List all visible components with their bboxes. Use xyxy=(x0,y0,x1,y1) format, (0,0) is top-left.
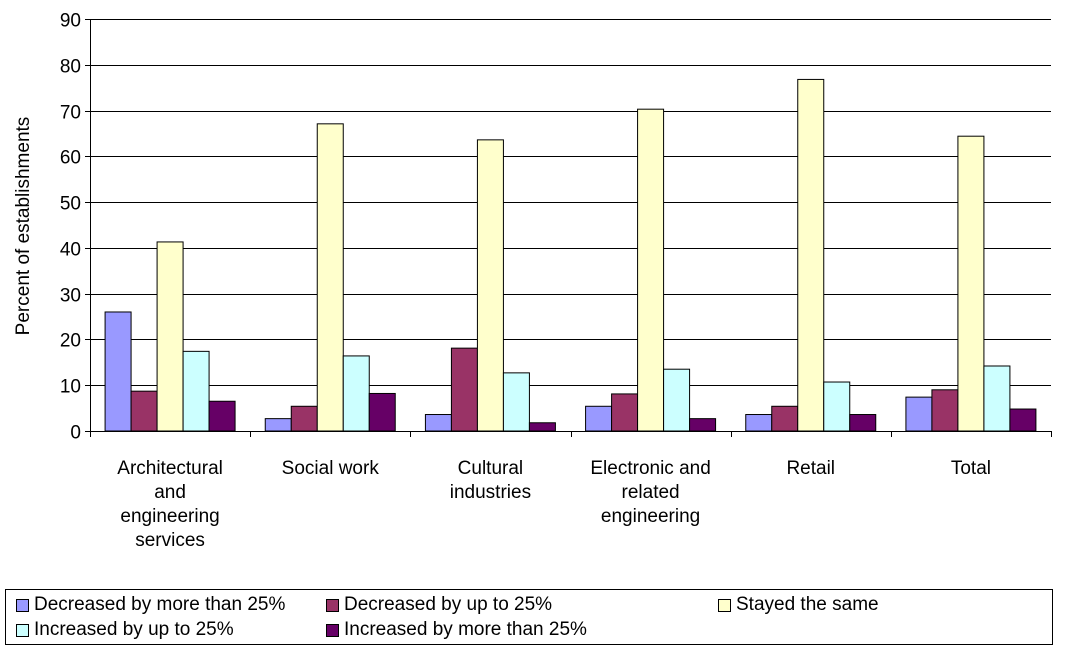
bar xyxy=(663,368,691,432)
bar xyxy=(957,135,985,432)
legend-label: Decreased by more than 25% xyxy=(34,594,286,615)
axes xyxy=(85,19,1052,437)
x-tick-label: Electronic and related engineering xyxy=(590,458,710,527)
bar xyxy=(611,393,639,432)
tick-labels: 0 10 20 30 40 50 60 70 80 90 Architectural and engin… xyxy=(60,11,991,552)
bar xyxy=(368,392,396,432)
bar xyxy=(823,381,851,432)
bar xyxy=(156,241,184,432)
legend-swatch xyxy=(718,598,731,612)
legend-swatch xyxy=(326,623,339,637)
legend: Decreased by more than 25% Decreased by u… xyxy=(5,589,1053,645)
bar xyxy=(502,372,530,432)
legend-item: Decreased by more than 25% xyxy=(16,593,285,617)
bar xyxy=(849,414,877,432)
bar xyxy=(797,78,825,432)
x-tick-label: Social work xyxy=(282,458,380,479)
bar xyxy=(450,347,478,432)
bar xyxy=(905,396,933,432)
bar xyxy=(182,350,210,432)
bar xyxy=(424,414,452,432)
bar xyxy=(104,311,132,432)
bar xyxy=(316,123,344,432)
bar-chart: 0 10 20 30 40 50 60 70 80 90 Architectural and engin… xyxy=(13,11,1052,552)
y-axis-title: Percent of establishments xyxy=(13,117,34,336)
legend-item: Increased by more than 25% xyxy=(326,618,587,642)
x-tick-label: Total xyxy=(951,458,991,479)
y-tick-label: 10 xyxy=(60,377,81,398)
legend-item: Decreased by up to 25% xyxy=(326,593,552,617)
bar xyxy=(689,418,717,432)
y-tick-label: 40 xyxy=(60,240,81,261)
legend-item: Stayed the same xyxy=(718,593,879,617)
bar xyxy=(208,400,236,432)
gridlines xyxy=(90,19,1051,386)
bar xyxy=(1009,408,1037,432)
y-tick-label: 70 xyxy=(60,103,81,124)
y-tick-label: 50 xyxy=(60,194,81,215)
bar xyxy=(585,405,613,432)
bar xyxy=(637,108,665,432)
x-tick-label: Architectural and engineering services xyxy=(117,458,223,551)
bar xyxy=(931,389,959,432)
legend-label: Increased by more than 25% xyxy=(344,619,587,640)
y-tick-label: 80 xyxy=(60,57,81,78)
legend-label: Increased by up to 25% xyxy=(34,619,234,640)
legend-swatch xyxy=(326,598,339,612)
bar xyxy=(130,390,158,432)
y-tick-label: 20 xyxy=(60,331,81,352)
legend-label: Decreased by up to 25% xyxy=(344,594,553,615)
bar xyxy=(983,365,1011,432)
y-tick-label: 0 xyxy=(70,423,81,444)
y-tick-label: 30 xyxy=(60,286,81,307)
x-tick-label: Cultural industries xyxy=(450,458,531,503)
bars xyxy=(104,78,1037,432)
y-tick-label: 90 xyxy=(60,11,81,32)
bar xyxy=(528,422,556,432)
legend-label: Stayed the same xyxy=(736,594,879,615)
legend-swatch xyxy=(16,623,29,637)
y-tick-label: 60 xyxy=(60,148,81,169)
bar xyxy=(476,139,504,432)
bar xyxy=(342,355,370,432)
bar xyxy=(745,414,773,432)
bar xyxy=(264,418,292,432)
legend-item: Increased by up to 25% xyxy=(16,618,234,642)
bar xyxy=(290,405,318,432)
bar xyxy=(771,405,799,432)
legend-swatch xyxy=(16,598,29,612)
x-tick-label: Retail xyxy=(786,458,835,479)
